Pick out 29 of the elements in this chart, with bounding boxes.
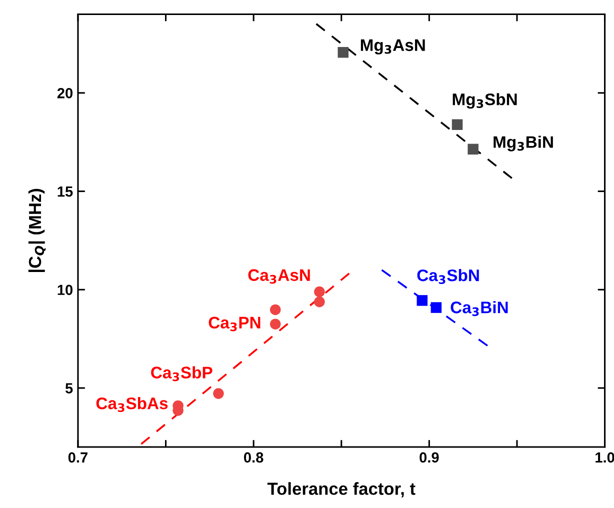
- point: [213, 388, 224, 399]
- point: [270, 304, 281, 316]
- annotation: Ca$_{3}$PN: [208, 316, 260, 332]
- point: [452, 119, 463, 130]
- point: [338, 47, 349, 58]
- y-tick-label: 5: [65, 383, 73, 394]
- y-tick-label: 15: [58, 186, 73, 197]
- annotation: Mg$_{3}$AsN: [360, 39, 425, 54]
- point: [314, 286, 325, 298]
- annotation: Ca$_{3}$BiN: [450, 301, 508, 316]
- y-tick-label: 10: [58, 284, 73, 296]
- annotation: Mg$_{3}$SbN: [452, 93, 517, 109]
- y-axis-title: |C$_{Q}$| (MHz): [28, 188, 46, 272]
- point: [468, 144, 478, 155]
- point: [270, 318, 281, 330]
- annotation: Ca$_{3}$SbN: [417, 269, 479, 284]
- annotation: Ca$_{3}$AsN: [248, 269, 310, 284]
- point: [314, 296, 325, 308]
- y-tick-label: 20: [57, 88, 73, 98]
- x-tick-label: 0.7: [68, 452, 88, 463]
- point: [430, 302, 442, 313]
- x-axis-title: Tolerance factor, t: [267, 482, 416, 498]
- annotation: Ca$_{3}$SbAs: [96, 397, 168, 412]
- annotation: Mg$_{3}$BiN: [494, 136, 553, 152]
- annotation: Ca$_{3}$SbP: [151, 366, 212, 382]
- x-tick-label: 0.8: [244, 452, 264, 463]
- point: [416, 295, 428, 306]
- x-tick-label: 1.0: [596, 452, 614, 463]
- x-tick-label: 0.9: [420, 452, 439, 463]
